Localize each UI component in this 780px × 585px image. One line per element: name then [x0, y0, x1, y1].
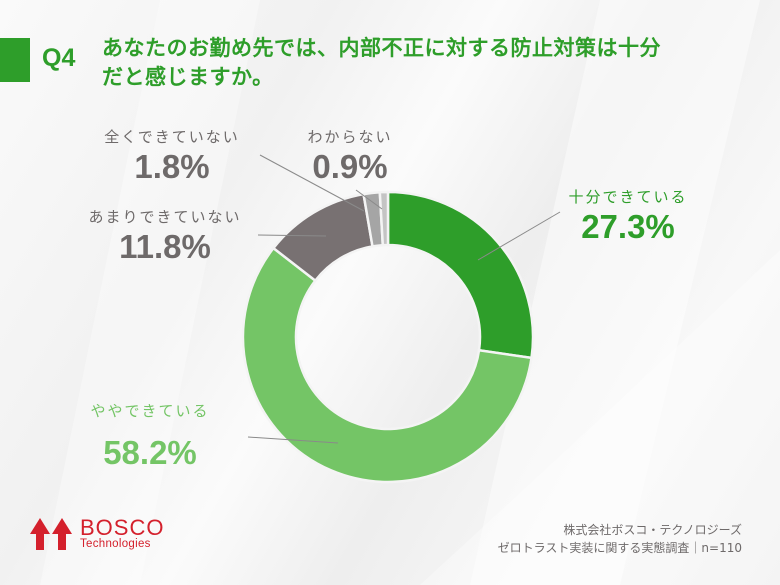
leader-unknown [355, 189, 383, 210]
donut-slice-1 [241, 246, 533, 484]
percent-value: 0.9% [312, 148, 388, 185]
percent-value: 1.8% [134, 148, 210, 185]
title-line-2: だと感じますか。 [102, 65, 274, 89]
label-not-much: あまりできていない 11.8% [70, 206, 260, 267]
category-label: あまりできていない [88, 208, 242, 226]
logo-sub: Technologies [80, 538, 151, 550]
percent-value: 27.3% [581, 208, 675, 245]
donut-slice-4 [378, 190, 390, 247]
category-label: わからない [307, 128, 393, 146]
label-somewhat: ややできている 58.2% [70, 400, 230, 473]
logo-name: BOSCO [80, 515, 165, 540]
label-fully: 十分できている 27.3% [548, 186, 708, 247]
leader-lines [247, 154, 561, 444]
source-company: 株式会社ボスコ・テクノロジーズ [563, 523, 742, 537]
question-marker [0, 38, 30, 82]
source-note: 株式会社ボスコ・テクノロジーズ ゼロトラスト実装に関する実態調査｜n=110 [498, 521, 742, 557]
label-unknown: わからない 0.9% [290, 126, 410, 187]
bosco-logo: BOSCO Technologies [30, 517, 164, 551]
title-line-1: あなたのお勤め先では、内部不正に対する防止対策は十分 [102, 36, 661, 60]
category-label: 全くできていない [104, 128, 240, 146]
question-title: あなたのお勤め先では、内部不正に対する防止対策は十分 だと感じますか。 [102, 34, 742, 92]
leader-not-much [257, 234, 327, 237]
percent-value: 11.8% [119, 228, 211, 265]
category-label: ややできている [90, 402, 210, 420]
label-not-at-all: 全くできていない 1.8% [92, 126, 252, 187]
double-arrow-logo-icon [30, 517, 72, 550]
leader-fully [477, 211, 561, 261]
donut-slice-0 [386, 190, 535, 360]
leader-somewhat [247, 436, 339, 444]
percent-value: 58.2% [103, 434, 197, 471]
question-number: Q4 [42, 44, 76, 72]
source-survey: ゼロトラスト実装に関する実態調査｜n=110 [497, 541, 742, 555]
leader-not-at-all [259, 154, 365, 212]
category-label: 十分できている [568, 188, 688, 206]
